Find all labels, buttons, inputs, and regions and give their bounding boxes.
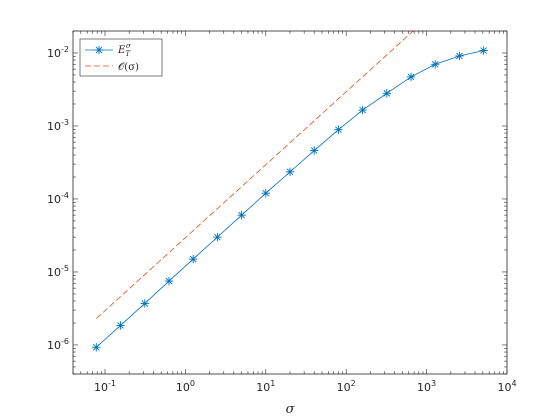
y-tick-label: 10-3 [47, 118, 69, 133]
legend-marker-series-1 [94, 45, 104, 55]
series-1-point [285, 167, 295, 177]
y-tick-label-base: 10 [47, 339, 61, 352]
series-1-point [310, 146, 319, 155]
series-1-point-d2 [286, 168, 294, 176]
x-tick-label-base: 10 [337, 381, 351, 394]
legend-asterisk-d2 [95, 46, 103, 54]
y-tick-label-exp: -2 [61, 45, 69, 54]
series-1-point-d2 [189, 255, 197, 263]
series-1-point-d2 [480, 47, 487, 54]
x-tick-label-exp: 3 [431, 379, 436, 388]
x-tick-label: 102 [337, 379, 356, 394]
legend-asterisk [94, 45, 104, 55]
x-tick-label-exp: -1 [108, 379, 116, 388]
x-tick-label-exp: 2 [351, 379, 356, 388]
series-1-point-d2 [456, 52, 463, 60]
series-1-point [116, 321, 125, 330]
series-layer [92, 31, 488, 352]
y-tick-label-exp: -3 [61, 118, 69, 127]
series-1-point [237, 210, 246, 220]
y-tick-label: 10-4 [47, 191, 69, 206]
series-1-point-d2 [335, 126, 342, 134]
plot-area [73, 31, 507, 374]
series-1-point-d2 [117, 322, 124, 329]
x-tick-label-exp: 0 [190, 379, 195, 388]
legend-label-series-1: ETσ [117, 42, 131, 58]
series-1-point-d2 [383, 89, 391, 97]
series-1-point [140, 299, 149, 308]
x-tick-label: 104 [497, 379, 516, 394]
legend-label-series-1-base: E [117, 45, 126, 56]
series-1-point [188, 254, 198, 264]
legend-label-series-1-sup: σ [126, 42, 131, 50]
x-tick-label-base: 10 [256, 381, 270, 394]
x-tick-label-base: 10 [176, 381, 190, 394]
x-tick-label-base: 10 [417, 381, 431, 394]
y-tick-label: 10-2 [47, 45, 69, 60]
y-tick-label-exp: -4 [61, 191, 69, 200]
series-1-point [358, 105, 367, 115]
series-1-point [479, 46, 488, 55]
x-tick-label-exp: 4 [511, 379, 516, 388]
series-1-point [406, 72, 416, 82]
series-1-point [92, 343, 101, 352]
x-tick-label: 101 [256, 379, 275, 394]
x-tick-label: 100 [176, 379, 195, 394]
series-1-point-d2 [214, 233, 221, 241]
y-tick-label-exp: -5 [61, 264, 69, 273]
series-1-point [334, 125, 343, 134]
series-1-point [164, 276, 174, 286]
y-tick-label: 10-5 [47, 264, 69, 279]
x-tick-label-exp: 1 [270, 379, 275, 388]
x-tick-label-base: 10 [94, 381, 108, 394]
y-tick-label-exp: -6 [61, 337, 69, 346]
legend-label-series-2: 𝒪(σ) [118, 62, 139, 73]
series-1-point-d2 [238, 211, 245, 219]
plot-box [72, 30, 508, 375]
y-tick-label-base: 10 [47, 120, 61, 133]
legend-label-series-1-sub: T [125, 50, 131, 58]
x-tick-label-base: 10 [497, 381, 511, 394]
series-1-point [261, 188, 270, 198]
x-tick-label: 103 [417, 379, 436, 394]
y-tick-label: 10-6 [47, 337, 69, 352]
x-tick-label: 10-1 [94, 379, 116, 394]
series-1-point-d2 [92, 343, 100, 351]
x-axis-label: σ [286, 402, 296, 417]
legend-box [79, 38, 163, 77]
legend: ETσ 𝒪(σ) [79, 38, 163, 77]
series-1-point-d2 [359, 106, 366, 114]
y-tick-label-base: 10 [47, 47, 61, 60]
series-1-point-d2 [141, 300, 149, 307]
series-1-point [213, 232, 222, 242]
series-1-point-d2 [431, 60, 439, 68]
series-1-point [431, 60, 440, 69]
series-1-point-d2 [262, 189, 270, 197]
y-tick-label-base: 10 [47, 193, 61, 206]
y-tick-label-base: 10 [47, 266, 61, 279]
series-1-point-d2 [165, 277, 173, 285]
series-1-point [382, 89, 392, 98]
series-1-point-d2 [310, 147, 318, 154]
series-1-point-d2 [407, 73, 415, 81]
series-1-point [455, 51, 464, 61]
